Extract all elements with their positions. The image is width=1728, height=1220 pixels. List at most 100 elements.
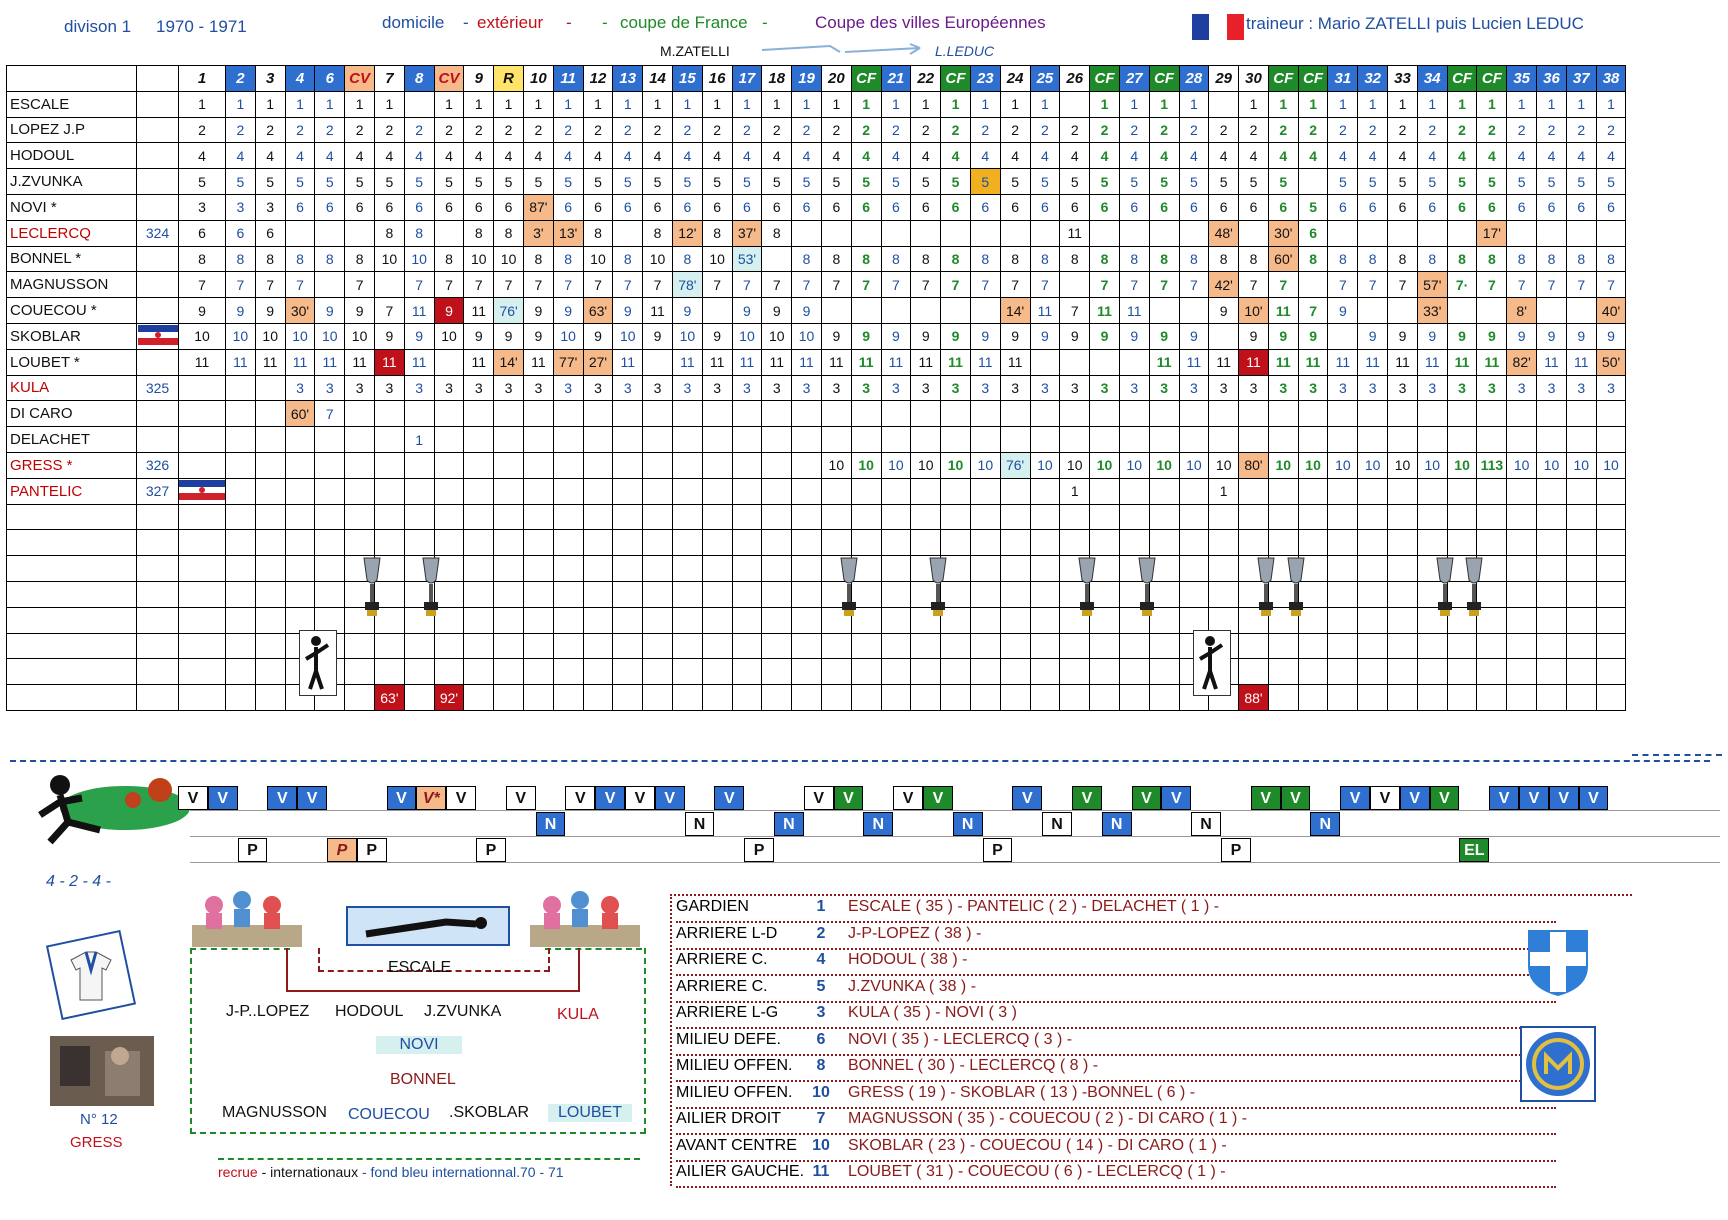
appearance-cell xyxy=(1446,297,1478,324)
appearance-cell: 6 xyxy=(403,193,435,221)
appearance-cell xyxy=(1297,168,1329,195)
appearance-cell: 3 xyxy=(1565,374,1597,402)
appearance-cell: 27' xyxy=(582,348,614,376)
appearance-cell: 1 xyxy=(701,90,733,118)
gress-photo xyxy=(50,1036,154,1106)
appearance-cell: 7 xyxy=(284,271,316,299)
player-name: MAGNUSSON xyxy=(6,271,137,299)
appearance-cell xyxy=(254,374,286,402)
appearance-cell: 5 xyxy=(761,168,793,195)
appearance-cell: 5 xyxy=(731,168,763,195)
match-column-header: 6 xyxy=(314,65,346,92)
appearance-cell xyxy=(178,451,226,479)
appearance-cell: 8 xyxy=(642,219,673,247)
appearance-cell: 1 xyxy=(1476,90,1508,118)
player-number xyxy=(136,168,179,195)
coach-from: M.ZATELLI xyxy=(660,43,730,59)
result-v: V xyxy=(1578,786,1609,810)
appearance-cell: 9 xyxy=(178,297,226,324)
season-years: 1970 - 1971 xyxy=(156,17,247,36)
result-v: V xyxy=(1429,786,1460,810)
appearance-cell: 10 xyxy=(1327,451,1359,479)
appearance-cell: 7 xyxy=(1595,271,1627,299)
appearance-cell: 2 xyxy=(403,116,435,144)
appearance-cell: 4 xyxy=(373,142,405,170)
match-column-header: 19 xyxy=(791,65,822,92)
appearance-cell: 5 xyxy=(493,168,524,195)
position-label: AILIER DROIT xyxy=(676,1110,781,1127)
appearance-cell xyxy=(373,477,405,505)
appearance-cell: 4 xyxy=(254,142,286,170)
lineup-pitch xyxy=(190,948,646,1134)
appearance-cell xyxy=(1536,477,1567,505)
france-flag-icon xyxy=(1192,14,1244,40)
appearance-cell: 3' xyxy=(522,219,554,247)
appearance-cell: 9 xyxy=(910,322,942,350)
appearance-cell: 60' xyxy=(284,400,316,428)
marseille-cross-crest-icon xyxy=(1528,930,1588,996)
appearance-cell: 3 xyxy=(1536,374,1567,402)
appearance-cell: 6 xyxy=(493,193,524,221)
appearance-cell: 11 xyxy=(1089,297,1120,324)
result-p: EL xyxy=(1459,838,1490,862)
appearance-cell xyxy=(940,477,971,505)
appearance-cell: 8 xyxy=(1476,245,1508,273)
appearance-cell: 11 xyxy=(1267,297,1299,324)
lineup-gk: ESCALE xyxy=(388,959,452,976)
empty-row xyxy=(6,606,1627,634)
appearance-cell xyxy=(880,477,912,505)
appearance-cell: 8 xyxy=(1506,245,1538,273)
appearance-cell: 2 xyxy=(225,116,256,144)
appearance-cell: 11 xyxy=(1536,348,1567,376)
appearance-cell: 6 xyxy=(1416,193,1448,221)
appearance-cell: 7 xyxy=(761,271,793,299)
appearance-cell: 9 xyxy=(642,322,673,350)
player-row: DI CARO 60' 7 xyxy=(6,400,1627,428)
result-v: V xyxy=(505,786,536,810)
match-column-header: 14 xyxy=(642,65,673,92)
appearance-cell: 7 xyxy=(522,271,554,299)
appearance-cell: 2 xyxy=(1506,116,1538,144)
appearance-cell: 3 xyxy=(969,374,1001,402)
appearance-cell: 8 xyxy=(582,219,614,247)
appearance-cell xyxy=(940,297,971,324)
appearance-cell: 3 xyxy=(940,374,971,402)
appearance-cell: 9 xyxy=(552,297,584,324)
appearance-cell: 9 xyxy=(373,322,405,350)
appearance-cell xyxy=(820,426,852,453)
appearance-cell xyxy=(1357,219,1389,247)
appearance-cell: 11 xyxy=(969,348,1001,376)
appearance-cell: 6 xyxy=(1327,193,1359,221)
match-column-header: 11 xyxy=(552,65,584,92)
position-row: ARRIERE L-G 3 KULA ( 35 ) - NOVI ( 3 ) xyxy=(676,1004,1556,1029)
appearance-cell: 5 xyxy=(969,168,1001,195)
appearance-cell: 5 xyxy=(1178,168,1210,195)
appearance-cell: 1 xyxy=(225,90,256,118)
appearance-cell: 9 xyxy=(1178,322,1210,350)
appearance-cell: 4 xyxy=(671,142,703,170)
appearance-cell xyxy=(910,426,942,453)
appearance-cell: 13' xyxy=(552,219,584,247)
goalkeeper-dive-icon xyxy=(346,906,510,946)
appearance-cell: 5 xyxy=(433,168,465,195)
match-column-header: 12 xyxy=(582,65,614,92)
appearance-cell: 3 xyxy=(1595,374,1627,402)
appearance-cell: 77' xyxy=(552,348,584,376)
referee-icon xyxy=(1193,629,1232,696)
appearance-cell: 8 xyxy=(254,245,286,273)
result-v: V xyxy=(1340,786,1370,810)
appearance-cell xyxy=(1327,426,1359,453)
appearance-cell: 1 xyxy=(1208,477,1240,505)
appearance-cell xyxy=(1118,348,1150,376)
appearance-cell: 6 xyxy=(284,193,316,221)
appearance-cell: 3 xyxy=(701,374,733,402)
appearance-cell xyxy=(671,400,703,428)
appearance-cell xyxy=(1595,426,1627,453)
appearance-cell: 8 xyxy=(1178,245,1210,273)
appearance-cell xyxy=(940,426,971,453)
match-column-header: 7 xyxy=(373,65,405,92)
appearance-cell: 9 xyxy=(314,297,346,324)
appearance-cell: 4 xyxy=(701,142,733,170)
appearance-cell: 5 xyxy=(642,168,673,195)
gress-name: GRESS xyxy=(70,1134,123,1151)
